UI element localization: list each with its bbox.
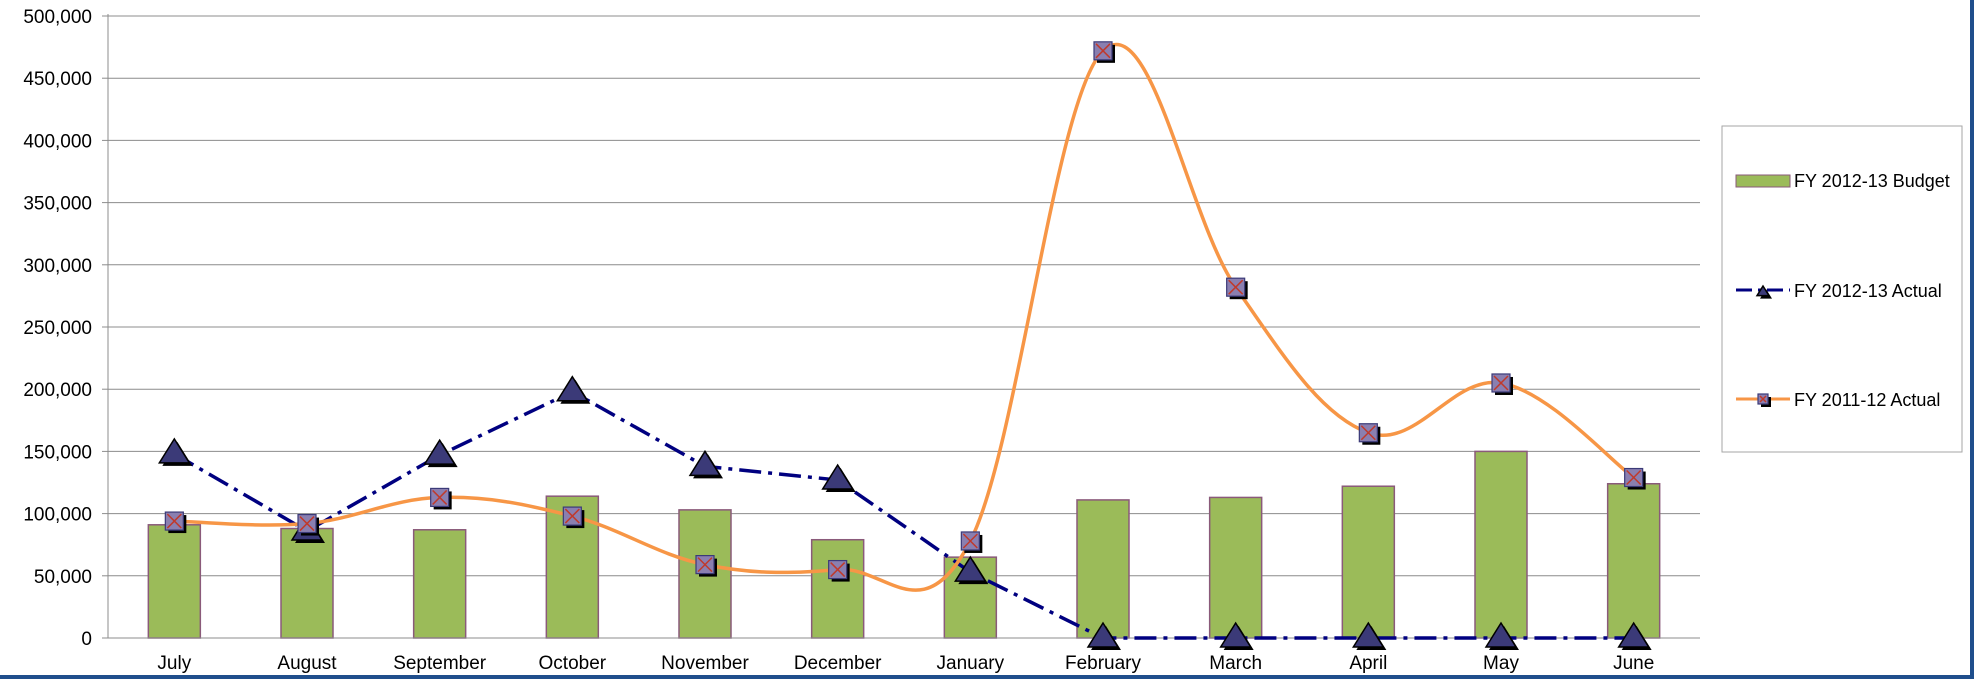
y-tick-label: 500,000 xyxy=(23,7,92,28)
gridlines xyxy=(108,15,1700,577)
axes: 0 50,000 100,000 150,000 200,000 250,000 300,0… xyxy=(23,7,1700,674)
bar-budget xyxy=(1474,450,1528,639)
x-tick-label: July xyxy=(157,653,191,674)
marker-shape xyxy=(157,437,191,464)
x-tick-label: October xyxy=(539,653,607,674)
marker-x-square xyxy=(1093,41,1115,63)
x-tick-label: December xyxy=(794,653,882,674)
x-tick-label: March xyxy=(1209,653,1262,674)
bottom-frame-line xyxy=(0,675,1974,679)
y-tick-label: 50,000 xyxy=(34,567,92,588)
marker-x-square xyxy=(1226,277,1248,300)
marker-x-square xyxy=(960,531,983,553)
legend: FY 2012-13 Budget FY 2012-13 Actual FY 201… xyxy=(1721,125,1963,453)
bar-budget xyxy=(1606,482,1661,639)
marker-shape xyxy=(1351,621,1385,648)
marker-x-square xyxy=(297,513,319,536)
marker-triangle xyxy=(1755,284,1772,299)
y-tick-label: 300,000 xyxy=(23,256,92,277)
marker-shape xyxy=(1484,621,1518,648)
marker-triangle xyxy=(157,437,193,466)
marker-triangle xyxy=(821,463,856,493)
marker-triangle xyxy=(555,375,591,404)
legend-label: FY 2012-13 Budget xyxy=(1794,171,1950,191)
marker-shape xyxy=(1755,284,1771,297)
marker-shape xyxy=(1086,621,1120,648)
marker-cross xyxy=(432,489,448,505)
marker-triangle xyxy=(1086,621,1121,650)
marker-triangle xyxy=(1351,621,1387,650)
marker-shape xyxy=(1617,621,1651,648)
line-fy2012-13-actual xyxy=(173,389,1634,640)
marker-cross xyxy=(299,516,315,532)
y-tick-label: 200,000 xyxy=(23,380,92,401)
marker-shape xyxy=(953,555,987,582)
bar-budget xyxy=(1208,496,1263,639)
marker-x-square xyxy=(430,487,452,510)
line-markers xyxy=(157,41,1652,650)
budget-bars xyxy=(147,450,1661,639)
x-tick-label: November xyxy=(661,653,749,674)
marker-cross xyxy=(1493,375,1509,391)
marker-cross xyxy=(1626,469,1642,486)
right-frame-line xyxy=(1970,0,1974,679)
marker-cross xyxy=(1360,425,1376,441)
marker-cross xyxy=(166,513,182,529)
legend-label: FY 2011-12 Actual xyxy=(1794,390,1940,410)
line-fy2011-12-actual xyxy=(174,42,1635,592)
marker-x-square xyxy=(1624,467,1646,490)
marker-x-square xyxy=(1757,393,1771,407)
x-tick-label: February xyxy=(1065,653,1142,674)
marker-x-square xyxy=(828,559,850,582)
marker-triangle xyxy=(1219,621,1254,650)
marker-triangle xyxy=(953,555,989,585)
x-tick-label: August xyxy=(277,653,337,674)
marker-shape xyxy=(423,438,457,465)
bar-budget xyxy=(412,529,467,639)
bar-budget xyxy=(810,538,865,639)
x-tick-label: September xyxy=(393,653,487,674)
actual-lines xyxy=(173,42,1635,640)
marker-triangle xyxy=(688,449,723,479)
marker-cross xyxy=(1759,395,1767,403)
marker-cross xyxy=(830,562,846,578)
marker-triangle xyxy=(423,438,458,468)
marker-cross xyxy=(1228,279,1244,295)
y-tick-label: 350,000 xyxy=(23,194,92,215)
legend-swatch-budget xyxy=(1735,174,1791,188)
x-tick-label: January xyxy=(937,653,1005,674)
marker-cross xyxy=(697,557,713,573)
marker-x-square xyxy=(1491,373,1513,395)
x-tick-label: June xyxy=(1613,653,1654,674)
marker-shape xyxy=(821,463,855,490)
marker-shape xyxy=(1219,621,1253,648)
marker-triangle xyxy=(1484,621,1519,650)
marker-shape xyxy=(555,375,589,402)
x-tick-label: May xyxy=(1483,653,1519,674)
x-tick-label: April xyxy=(1349,653,1387,674)
legend-label: FY 2012-13 Actual xyxy=(1794,281,1942,301)
y-tick-label: 400,000 xyxy=(23,131,92,152)
marker-cross xyxy=(1095,43,1111,59)
marker-triangle xyxy=(1617,621,1652,650)
marker-x-square xyxy=(164,511,187,534)
bar-budget xyxy=(1076,499,1130,639)
marker-cross xyxy=(962,533,978,549)
marker-x-square xyxy=(695,555,717,577)
y-tick-label: 150,000 xyxy=(23,442,92,463)
y-tick-label: 0 xyxy=(81,629,92,650)
bar-budget xyxy=(1341,485,1396,639)
marker-x-square xyxy=(1358,423,1381,445)
y-tick-label: 100,000 xyxy=(23,505,92,526)
marker-shape xyxy=(688,449,722,477)
y-tick-label: 250,000 xyxy=(23,318,92,339)
marker-x-square xyxy=(562,506,585,529)
bar-budget xyxy=(147,524,202,639)
y-tick-label: 450,000 xyxy=(23,69,92,90)
marker-cross xyxy=(564,508,580,524)
bar-budget xyxy=(280,527,334,639)
